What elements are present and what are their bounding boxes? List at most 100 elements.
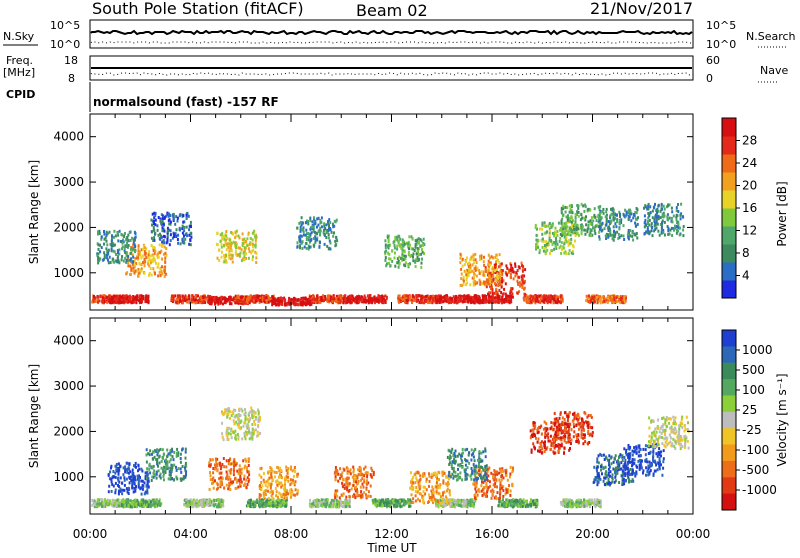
scatter-cell [386, 262, 388, 265]
scatter-cell [149, 504, 151, 507]
scatter-cell [186, 296, 188, 299]
scatter-cell [328, 233, 330, 236]
scatter-cell [103, 233, 105, 236]
scatter-cell [603, 297, 605, 300]
scatter-cell [159, 243, 161, 246]
scatter-cell [112, 499, 114, 502]
scatter-cell [629, 229, 631, 232]
scatter-cell [623, 297, 625, 300]
scatter-cell [647, 226, 649, 229]
scatter-cell [192, 505, 194, 508]
scatter-cell [409, 244, 411, 247]
scatter-cell [378, 301, 380, 304]
scatter-cell [568, 231, 570, 234]
scatter-cell [384, 259, 386, 262]
scatter-cell [475, 298, 477, 301]
scatter-cell [559, 246, 561, 249]
scatter-cell [627, 211, 629, 214]
scatter-cell [607, 301, 609, 304]
scatter-cell [130, 267, 132, 270]
scatter-cell [385, 244, 387, 247]
scatter-cell [191, 298, 193, 301]
scatter-cell [599, 222, 601, 225]
scatter-cell [635, 234, 637, 237]
scatter-cell [644, 214, 646, 217]
scatter-cell [676, 232, 678, 235]
scatter-cell [235, 231, 237, 234]
scatter-cell [663, 205, 665, 208]
scatter-cell [512, 268, 514, 271]
scatter-cell [399, 296, 401, 299]
scatter-cell [414, 260, 416, 263]
scatter-cell [623, 238, 625, 241]
scatter-cell [682, 234, 684, 237]
scatter-cell [124, 251, 126, 254]
scatter-cell [394, 252, 396, 255]
scatter-cell [224, 260, 226, 263]
scatter-cell [189, 238, 191, 241]
scatter-cell [97, 230, 99, 233]
cpid-label: CPID [6, 88, 35, 101]
scatter-cell [404, 250, 406, 253]
scatter-cell [323, 229, 325, 232]
scatter-cell [113, 236, 115, 239]
scatter-cell [216, 296, 218, 299]
scatter-cell [132, 249, 134, 252]
scatter-cell [473, 275, 475, 278]
scatter-cell [222, 505, 224, 508]
scatter-cell [560, 301, 562, 304]
scatter-cell [119, 295, 121, 298]
scatter-cell [476, 275, 478, 278]
scatter-cell [417, 250, 419, 253]
scatter-cell [432, 297, 434, 300]
scatter-cell [119, 230, 121, 233]
scatter-cell [153, 226, 155, 229]
scatter-cell [628, 215, 630, 218]
scatter-cell [155, 219, 157, 222]
scatter-cell [221, 256, 223, 259]
scatter-cell [466, 295, 468, 298]
scatter-cell [416, 253, 418, 256]
scatter-cell [321, 498, 323, 501]
scatter-cell [213, 297, 215, 300]
scatter-cell [148, 264, 150, 267]
scatter-cell [252, 232, 254, 235]
scatter-cell [133, 301, 135, 304]
scatter-cell [555, 237, 557, 240]
scatter-cell [232, 261, 234, 264]
scatter-cell [470, 269, 472, 272]
scatter-cell [319, 219, 321, 222]
scatter-cell [91, 499, 93, 502]
scatter-cell [555, 227, 557, 230]
scatter-cell [583, 217, 585, 220]
scatter-cell [383, 501, 385, 504]
scatter-cell [318, 217, 320, 220]
scatter-cell [173, 218, 175, 221]
scatter-cell [147, 260, 149, 263]
scatter-cell [306, 236, 308, 239]
scatter-cell [465, 283, 467, 286]
scatter-cell [158, 500, 160, 503]
scatter-cell [615, 213, 617, 216]
scatter-cell [583, 210, 585, 213]
scatter-cell [394, 247, 396, 250]
scatter-cell [630, 219, 632, 222]
scatter-cell [570, 238, 572, 241]
scatter-cell [603, 300, 605, 303]
scatter-cell [211, 298, 213, 301]
scatter-cell [153, 220, 155, 223]
scatter-cell [158, 256, 160, 259]
scatter-cell [111, 239, 113, 242]
scatter-cell [557, 300, 559, 303]
scatter-cell [544, 244, 546, 247]
scatter-cell [334, 244, 336, 247]
scatter-cell [372, 499, 374, 502]
scatter-cell [190, 221, 192, 224]
scatter-cell [236, 300, 238, 303]
scatter-cell [256, 499, 258, 502]
scatter-cell [155, 262, 157, 265]
scatter-cell [541, 222, 543, 225]
scatter-cell [94, 300, 96, 303]
scatter-cell [491, 255, 493, 258]
scatter-cell [217, 243, 219, 246]
